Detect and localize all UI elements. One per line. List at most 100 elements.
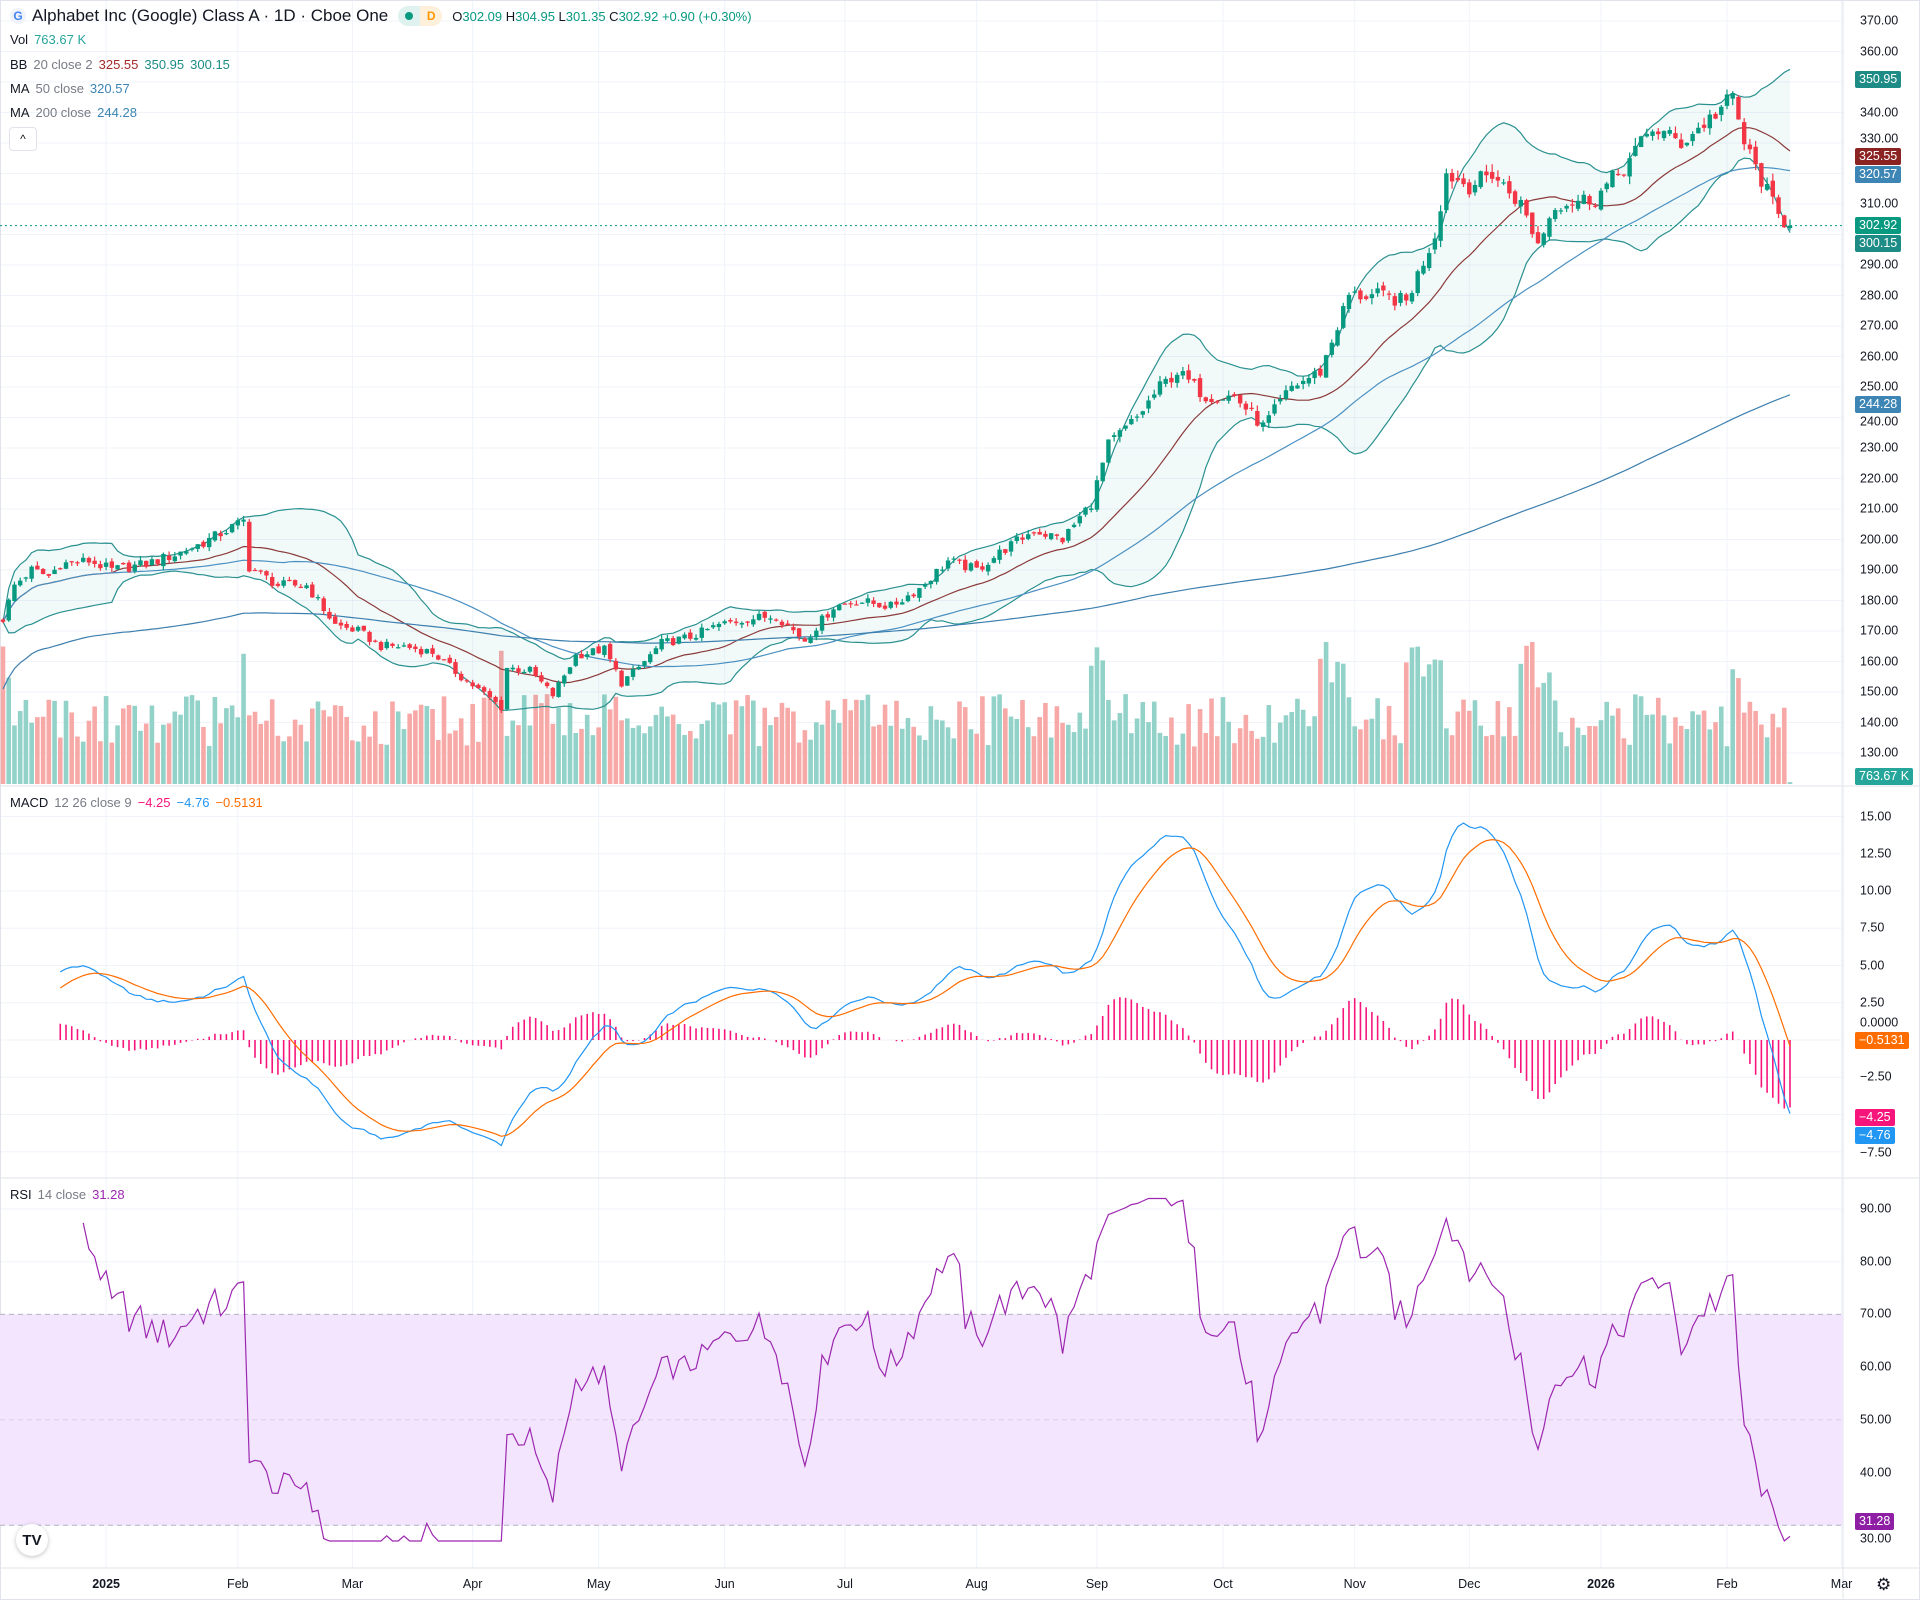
candle-body [562, 675, 567, 684]
candle-body [1404, 294, 1409, 301]
rsi-params: 14 close [37, 1187, 87, 1202]
macd-axis-label: 5.00 [1860, 958, 1885, 972]
candle-body [1346, 294, 1352, 309]
candle [378, 640, 384, 652]
candle [206, 533, 212, 552]
volume-bar [1724, 746, 1730, 784]
volume-bar [1587, 726, 1592, 784]
volume-legend[interactable]: Vol 763.67 K [10, 32, 86, 47]
gear-icon[interactable]: ⚙ [1876, 1575, 1892, 1594]
collapse-legend-button[interactable]: ^ [9, 127, 37, 151]
volume-bar [1106, 699, 1111, 784]
volume-bar [1713, 722, 1718, 784]
volume-bar [498, 650, 504, 784]
volume-bar [985, 745, 991, 784]
candle-body [1552, 210, 1558, 220]
volume-bar [962, 707, 968, 784]
volume-bar [562, 735, 567, 784]
volume-bar [544, 694, 550, 784]
symbol-title[interactable]: Alphabet Inc (Google) Class A · 1D · Cbo… [32, 6, 389, 25]
candle [1432, 232, 1438, 255]
candle [1381, 281, 1386, 297]
volume-bar [206, 745, 212, 784]
candle-body [968, 563, 974, 571]
candle-body [1627, 158, 1632, 177]
candle-body [1209, 398, 1214, 402]
volume-bar [493, 700, 498, 784]
candle-body [224, 533, 229, 535]
low-value: 301.35 [565, 8, 606, 24]
volume-bar [355, 741, 361, 784]
candle [1478, 170, 1483, 189]
volume-bar [424, 705, 430, 784]
macd-legend[interactable]: MACD 12 26 close 9 −4.25 −4.76 −0.5131 [10, 795, 263, 810]
volume-bar [1466, 710, 1472, 784]
candle [1083, 506, 1088, 517]
candle [1237, 395, 1243, 408]
candle [522, 669, 527, 675]
ma50-legend[interactable]: MA 50 close 320.57 [10, 81, 130, 96]
rsi-axis-label: 90.00 [1860, 1201, 1892, 1216]
candle [630, 665, 636, 681]
candle-body [418, 648, 424, 655]
volume-bar [390, 701, 395, 784]
volume-bar [1111, 720, 1117, 784]
candle-body [527, 666, 533, 672]
candle [1661, 130, 1667, 141]
ma200-legend[interactable]: MA 200 close 244.28 [10, 105, 137, 120]
candle [241, 515, 246, 527]
candle [1633, 137, 1638, 157]
candle-body [516, 668, 521, 672]
candle [1060, 537, 1065, 545]
candle-body [1701, 124, 1707, 128]
candle-body [814, 630, 819, 638]
candle-body [1323, 355, 1329, 378]
volume-bar [1432, 659, 1438, 784]
candle [476, 683, 481, 689]
volume-bar [1621, 738, 1627, 784]
candle [1140, 410, 1145, 419]
candle-body [1117, 430, 1123, 437]
candle [0, 618, 6, 624]
candle-body [1278, 399, 1283, 402]
volume-bar [1203, 732, 1209, 784]
volume-bar [733, 700, 739, 784]
market-status[interactable]: D [398, 6, 443, 26]
bb-legend[interactable]: BB 20 close 2 325.55 350.95 300.15 [10, 57, 230, 72]
volume-bar [161, 724, 166, 784]
candle [894, 597, 899, 608]
candle-body [1673, 133, 1678, 139]
candle [1215, 400, 1220, 405]
price-axis-label: 180.00 [1860, 593, 1899, 607]
tradingview-logo[interactable]: TV [16, 1524, 48, 1556]
symbol-legend[interactable]: G Alphabet Inc (Google) Class A · 1D · C… [10, 6, 752, 26]
candle-body [367, 631, 372, 642]
candle-body [1650, 131, 1655, 136]
candle-body [596, 646, 601, 654]
price-axis-label: 340.00 [1860, 105, 1899, 119]
candle-body [859, 602, 865, 604]
rsi-legend[interactable]: RSI 14 close 31.28 [10, 1187, 125, 1202]
candle [1048, 533, 1054, 541]
bb-basis-price-badge: 325.55 [1855, 148, 1902, 166]
candle-body [58, 568, 63, 570]
candle [310, 581, 315, 598]
candle-body [831, 609, 836, 618]
rsi-value: 31.28 [92, 1187, 125, 1202]
time-axis-label: Nov [1343, 1577, 1366, 1591]
candle-body [905, 595, 911, 602]
volume-name: Vol [10, 32, 29, 47]
volume-bar [344, 716, 349, 784]
candle-body [321, 598, 326, 612]
candle [665, 634, 670, 643]
candle-body [172, 556, 178, 562]
candle [1398, 290, 1403, 307]
volume-bar [1300, 709, 1306, 784]
candle-body [258, 570, 263, 572]
candle-body [1495, 176, 1501, 181]
candle [516, 665, 521, 676]
bollinger-basis-line [2, 126, 1791, 684]
open-value: 302.09 [462, 8, 503, 24]
candle [1071, 522, 1077, 529]
